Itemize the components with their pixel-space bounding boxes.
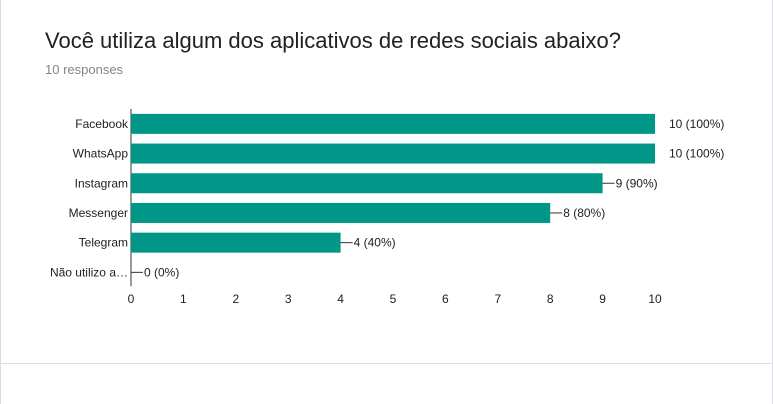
bar	[131, 202, 551, 223]
category-label: Telegram	[79, 236, 128, 250]
x-tick-label: 4	[337, 292, 344, 306]
x-tick-label: 1	[180, 292, 187, 306]
x-tick-label: 10	[648, 292, 662, 306]
value-label: 10 (100%)	[669, 147, 724, 161]
x-tick-label: 5	[390, 292, 397, 306]
question-card: Você utiliza algum dos aplicativos de re…	[0, 0, 773, 364]
category-label: Não utilizo a…	[50, 265, 128, 279]
value-label: 0 (0%)	[144, 265, 179, 279]
value-label: 8 (80%)	[563, 206, 605, 220]
x-tick-label: 6	[442, 292, 449, 306]
value-label: 4 (40%)	[354, 236, 396, 250]
next-card-edge	[0, 364, 773, 404]
bar-chart: Facebook 10 (100%) WhatsApp 10 (100%) Instag…	[50, 109, 724, 306]
category-label: WhatsApp	[73, 147, 129, 161]
x-tick-label: 8	[547, 292, 554, 306]
value-label: 10 (100%)	[669, 117, 724, 131]
x-tick-label: 9	[599, 292, 606, 306]
x-tick-label: 7	[494, 292, 501, 306]
bar	[131, 113, 655, 134]
response-count: 10 responses	[45, 62, 124, 77]
category-label: Facebook	[75, 117, 129, 131]
x-tick-label: 0	[128, 292, 135, 306]
value-label: 9 (90%)	[616, 176, 658, 190]
bar	[131, 173, 603, 194]
question-title: Você utiliza algum dos aplicativos de re…	[45, 28, 621, 53]
category-label: Messenger	[69, 206, 128, 220]
x-tick-label: 3	[285, 292, 292, 306]
bar	[131, 232, 341, 253]
bar	[131, 143, 655, 164]
category-label: Instagram	[75, 176, 128, 190]
x-tick-label: 2	[232, 292, 239, 306]
